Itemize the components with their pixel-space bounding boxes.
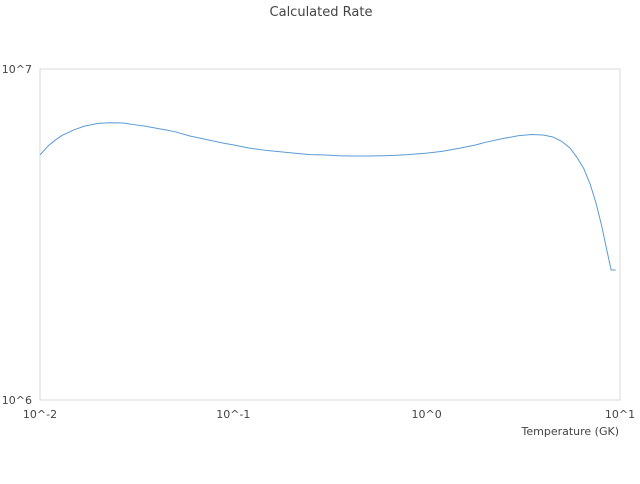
plot-area-frame — [39, 68, 621, 401]
x-axis-label: Temperature (GK) — [521, 425, 620, 438]
x-axis-tick-labels: 10^-2 10^-1 10^0 10^1 — [23, 408, 635, 421]
x-tick-label: 10^1 — [605, 408, 635, 421]
y-axis-tick-labels: 10^6 10^7 — [2, 63, 32, 407]
x-tick-label: 10^-1 — [216, 408, 250, 421]
x-tick-label: 10^0 — [412, 408, 442, 421]
y-tick-label: 10^7 — [2, 63, 32, 76]
series-line-0 — [39, 122, 616, 271]
x-tick-label: 10^-2 — [23, 408, 57, 421]
y-tick-label: 10^6 — [2, 394, 32, 407]
series-layer — [39, 122, 616, 271]
chart-title: Calculated Rate — [270, 5, 373, 20]
